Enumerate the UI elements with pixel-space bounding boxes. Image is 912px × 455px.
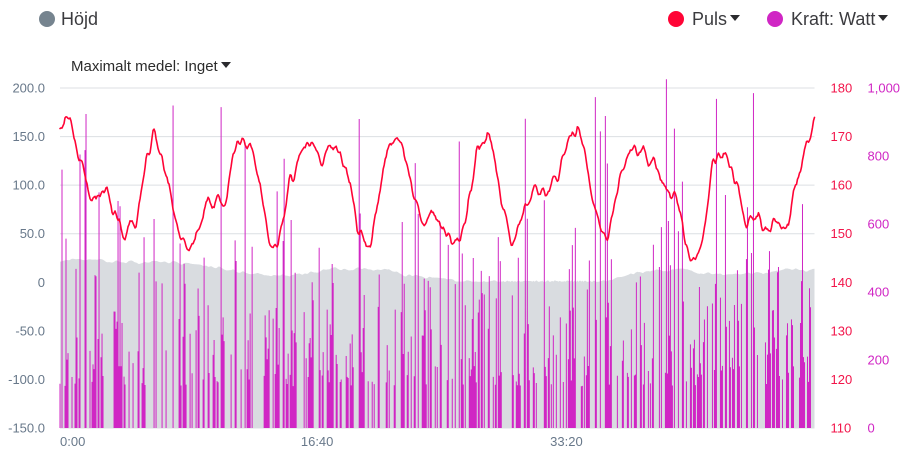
svg-text:800: 800	[868, 149, 890, 164]
svg-text:16:40: 16:40	[301, 434, 334, 449]
svg-text:0: 0	[868, 421, 875, 436]
svg-text:170: 170	[831, 129, 853, 144]
svg-text:200: 200	[868, 353, 890, 368]
svg-text:140: 140	[831, 275, 853, 290]
svg-text:0: 0	[38, 275, 45, 290]
svg-text:1,000: 1,000	[868, 81, 901, 96]
svg-text:0:00: 0:00	[60, 434, 85, 449]
svg-text:33:20: 33:20	[550, 434, 583, 449]
svg-text:150.0: 150.0	[12, 129, 45, 144]
svg-text:-100.0: -100.0	[8, 372, 45, 387]
svg-text:400: 400	[868, 285, 890, 300]
svg-text:120: 120	[831, 372, 853, 387]
svg-text:50.0: 50.0	[20, 226, 45, 241]
svg-text:200.0: 200.0	[12, 81, 45, 96]
svg-text:110: 110	[831, 421, 852, 436]
svg-text:100.0: 100.0	[12, 178, 45, 193]
svg-text:-50.0: -50.0	[15, 323, 45, 338]
svg-text:160: 160	[831, 178, 853, 193]
svg-text:130: 130	[831, 323, 853, 338]
svg-text:600: 600	[868, 217, 890, 232]
svg-text:150: 150	[831, 226, 853, 241]
svg-text:-150.0: -150.0	[8, 421, 45, 436]
svg-text:180: 180	[831, 81, 853, 96]
